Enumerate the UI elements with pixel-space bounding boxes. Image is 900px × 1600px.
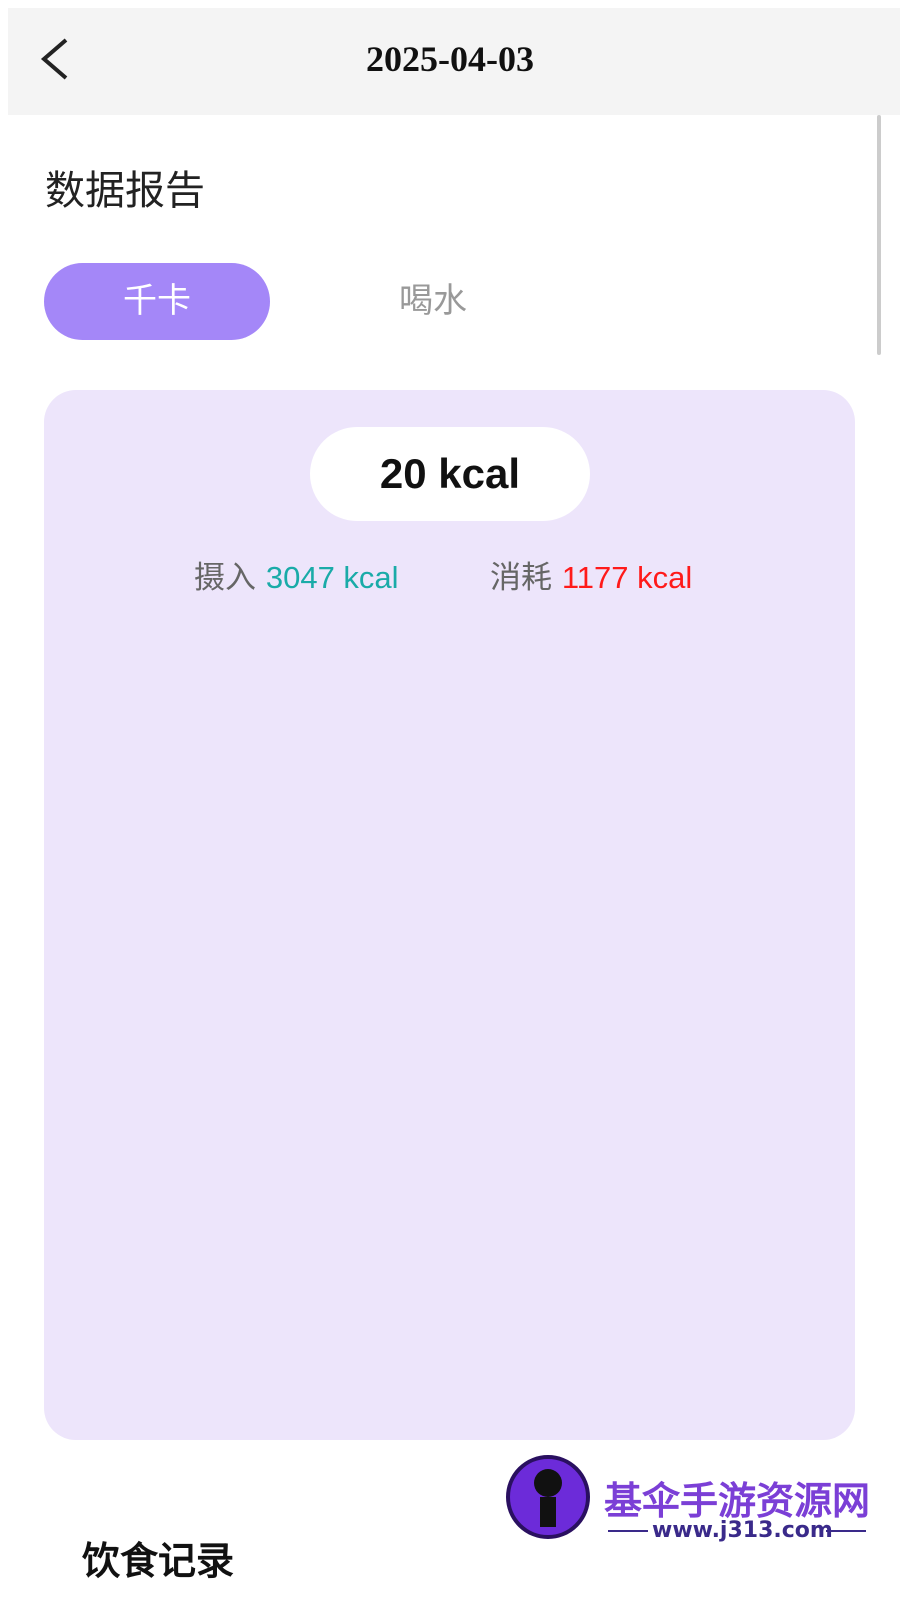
chart-card [44, 390, 855, 1440]
header-title: 2025-04-03 [366, 39, 534, 79]
watermark-logo [506, 1455, 866, 1539]
watermark-name: 基伞手游资源网 [604, 1479, 871, 1523]
records-title: 饮食记录 [82, 1539, 235, 1583]
watermark-url: www.j313.com [652, 1518, 833, 1543]
value: 1177 kcal [561, 560, 693, 595]
back-icon[interactable] [40, 38, 68, 80]
net-kcal: 20 kcal [310, 427, 590, 521]
burn-summary: 消耗 1177 kcal [490, 552, 692, 597]
tab[interactable]: 喝水 [399, 281, 467, 321]
section-title: 数据报告 [45, 168, 205, 214]
value: 3047 kcal [265, 560, 399, 595]
intake-summary: 摄入 3047 kcal [194, 552, 399, 597]
header-bar [8, 8, 900, 115]
label: 消耗 [490, 560, 552, 596]
tab[interactable]: 千卡 [44, 263, 270, 340]
label: 摄入 [194, 560, 256, 596]
scrollbar [877, 115, 881, 355]
